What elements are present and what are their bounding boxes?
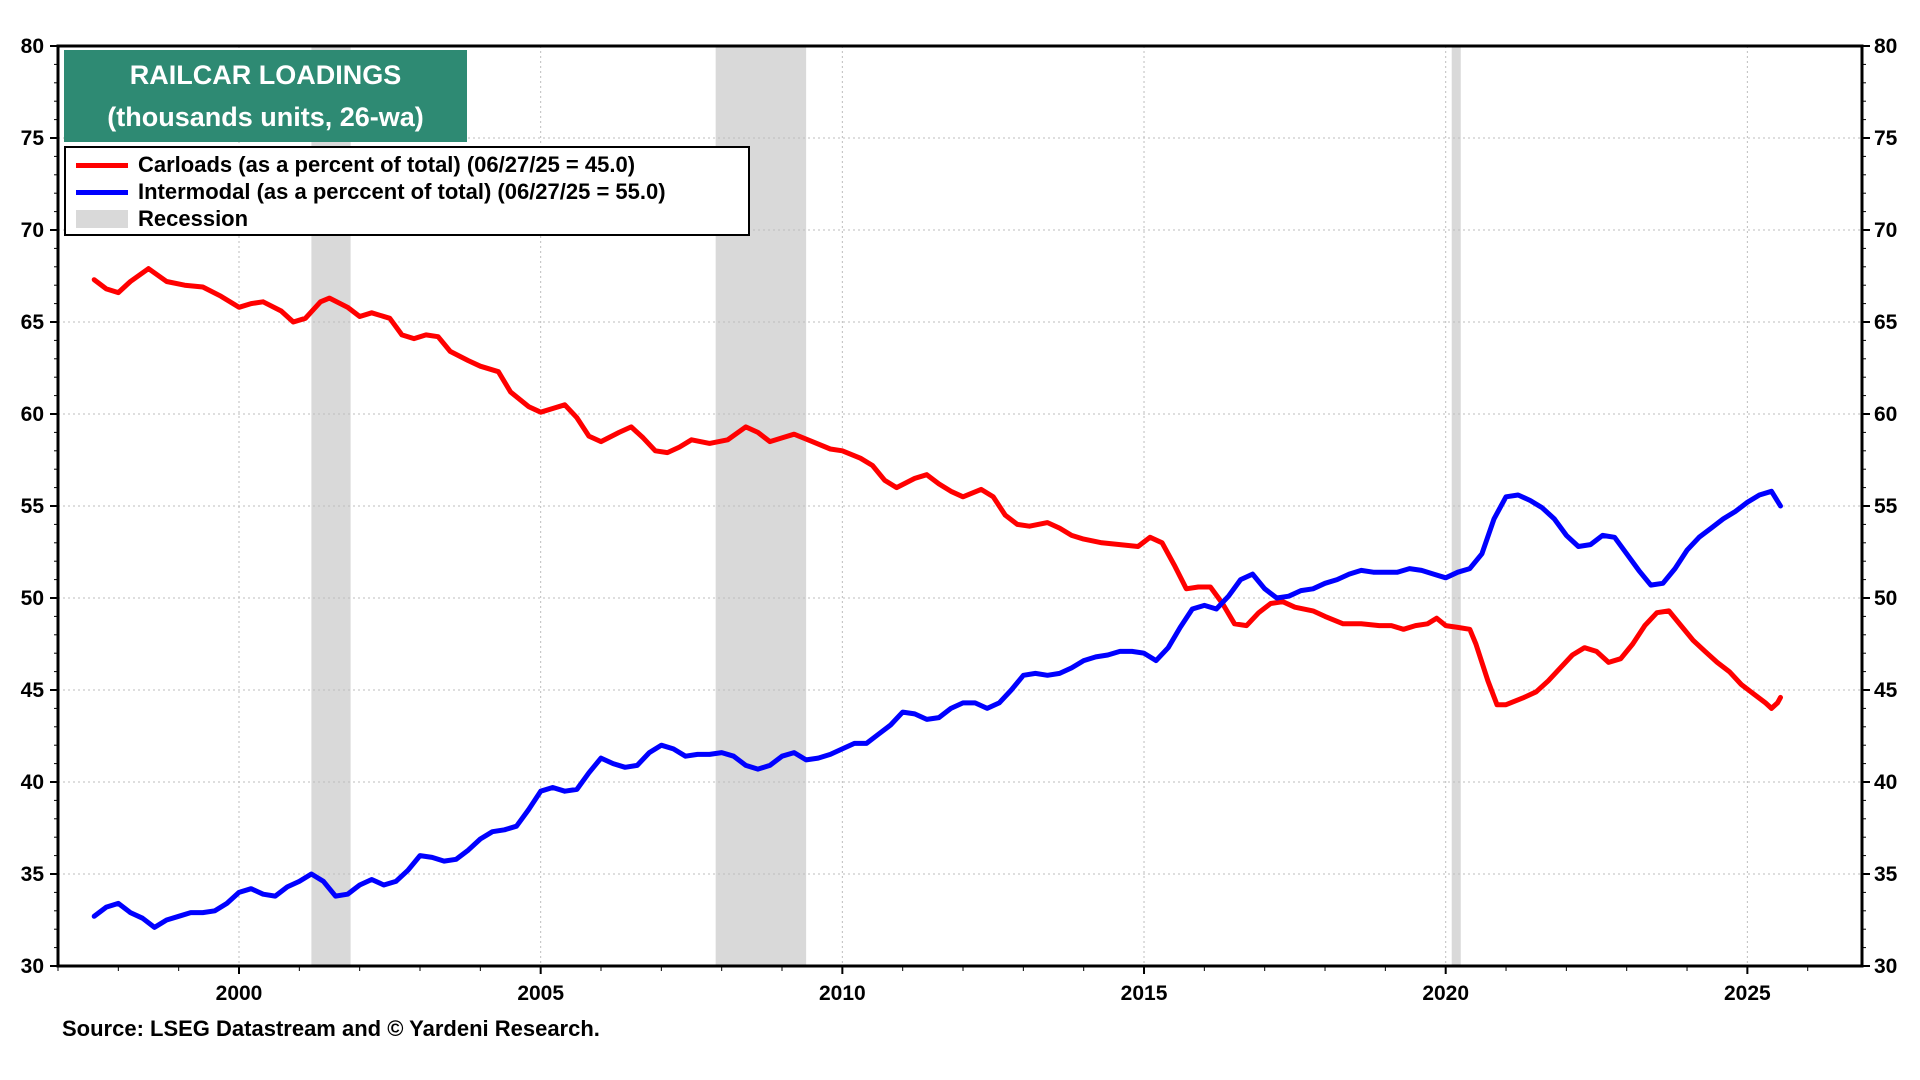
legend-item-carloads: Carloads (as a percent of total) (06/27/…	[76, 152, 635, 178]
chart-subtitle: (thousands units, 26-wa)	[107, 102, 424, 132]
y-tick-label-left: 70	[21, 219, 44, 242]
source-note: Source: LSEG Datastream and © Yardeni Re…	[62, 1016, 600, 1041]
y-tick-label-right: 30	[1874, 955, 1897, 978]
intermodal-swatch	[76, 189, 128, 195]
x-tick-label: 2000	[216, 982, 263, 1005]
x-tick-label: 2025	[1724, 982, 1771, 1005]
y-tick-label-left: 40	[21, 771, 44, 794]
y-tick-label-right: 65	[1874, 311, 1898, 334]
y-tick-label-right: 60	[1874, 403, 1897, 426]
y-tick-label-right: 50	[1874, 587, 1897, 610]
tick-labels: 30 30 35 35 40 40 45 45 50 50 55 55 60 60 65 65 70 70 75 75…	[21, 35, 1898, 1005]
legend: Carloads (as a percent of total) (06/27/…	[64, 146, 750, 236]
y-tick-label-left: 50	[21, 587, 44, 610]
y-tick-label-left: 80	[21, 35, 44, 58]
axis-ticks	[50, 45, 1870, 974]
chart-title-box: RAILCAR LOADINGS (thousands units, 26-wa…	[64, 50, 467, 142]
y-tick-label-right: 35	[1874, 863, 1898, 886]
y-tick-label-right: 55	[1874, 495, 1898, 518]
y-tick-label-left: 55	[21, 495, 45, 518]
x-tick-label: 2020	[1422, 982, 1469, 1005]
y-tick-label-left: 45	[21, 679, 45, 702]
carloads-line	[91, 266, 1783, 711]
legend-item-recession: Recession	[76, 206, 248, 232]
recession-band-2	[1451, 46, 1461, 966]
recession-swatch	[76, 210, 128, 228]
y-tick-label-right: 75	[1874, 127, 1898, 150]
x-tick-label: 2010	[819, 982, 866, 1005]
y-tick-label-right: 70	[1874, 219, 1897, 242]
y-tick-label-left: 75	[21, 127, 45, 150]
chart-title: RAILCAR LOADINGS	[129, 60, 402, 90]
y-tick-label-right: 40	[1874, 771, 1897, 794]
y-tick-label-left: 65	[21, 311, 45, 334]
legend-label-recession: Recession	[138, 206, 249, 231]
intermodal-line	[91, 488, 1783, 930]
legend-label-intermodal: Intermodal (as a perccent of total) (06/…	[138, 179, 666, 204]
y-tick-label-left: 35	[21, 863, 45, 886]
legend-label-carloads: Carloads (as a percent of total) (06/27/…	[138, 152, 636, 177]
legend-item-intermodal: Intermodal (as a perccent of total) (06/…	[76, 179, 666, 205]
x-tick-label: 2005	[517, 982, 564, 1005]
carloads-swatch	[76, 162, 128, 168]
y-tick-label-right: 80	[1874, 35, 1897, 58]
y-tick-label-left: 60	[21, 403, 44, 426]
y-tick-label-right: 45	[1874, 679, 1898, 702]
series-lines	[91, 266, 1783, 930]
x-tick-label: 2015	[1121, 982, 1168, 1005]
y-tick-label-left: 30	[21, 955, 44, 978]
